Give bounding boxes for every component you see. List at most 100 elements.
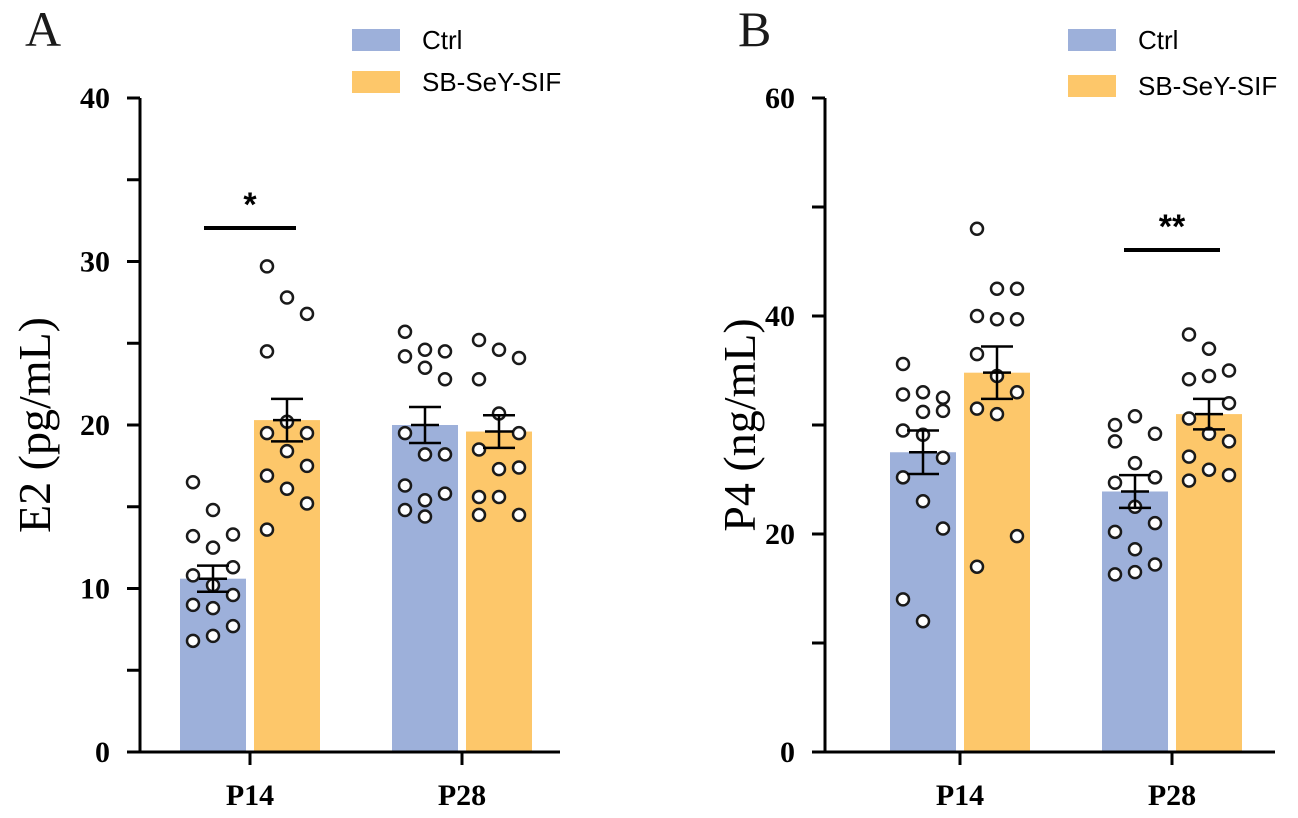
data-point	[225, 618, 241, 634]
data-point	[1127, 564, 1143, 580]
data-point	[397, 324, 413, 340]
legend-item-ctrl: Ctrl	[352, 25, 462, 55]
data-point	[417, 447, 433, 462]
data-point	[259, 344, 275, 359]
data-point	[279, 443, 295, 459]
x-tick-label-p28: P28	[1148, 779, 1196, 812]
legend-swatch	[352, 71, 400, 93]
data-point	[205, 540, 221, 555]
data-point	[259, 468, 275, 483]
data-point	[437, 447, 453, 462]
legend-swatch	[1068, 75, 1116, 97]
data-point	[1107, 434, 1123, 449]
data-point	[511, 507, 527, 523]
legend-swatch	[1068, 29, 1116, 51]
significance-label: *	[243, 186, 257, 224]
y-tick-label: 30	[80, 246, 110, 279]
data-point	[1107, 567, 1123, 582]
data-point	[915, 494, 931, 509]
error-bar	[907, 429, 939, 476]
panel-b: B P4 (ng/mL) 0 20 40 60 P14 P28 Ctrl SB-SeY-SIF **	[714, 1, 1277, 812]
data-point	[299, 306, 315, 322]
data-point	[491, 342, 507, 358]
data-point	[417, 342, 433, 358]
data-point	[1127, 542, 1143, 557]
y-axis-label: E2 (pg/mL)	[9, 317, 60, 533]
data-point	[1181, 327, 1197, 342]
data-point	[397, 502, 413, 518]
y-tick-label: 20	[765, 518, 795, 551]
data-point	[935, 521, 951, 536]
data-point	[895, 470, 911, 485]
data-point	[471, 332, 487, 348]
y-tick-label: 40	[80, 82, 110, 115]
significance-label: **	[1159, 208, 1186, 246]
legend-item-sb-sey-sif: SB-SeY-SIF	[352, 67, 561, 97]
data-point	[1221, 395, 1237, 411]
x-tick-label-p14: P14	[936, 779, 984, 812]
data-point	[895, 387, 911, 402]
data-point	[259, 522, 275, 537]
data-point	[417, 360, 433, 376]
error-bar	[271, 397, 303, 443]
error-bar	[981, 345, 1013, 401]
data-point	[969, 401, 985, 416]
data-point	[397, 478, 413, 493]
data-point	[437, 486, 453, 501]
data-point	[1147, 426, 1163, 441]
x-tick-label-p14: P14	[226, 779, 274, 812]
data-point	[989, 312, 1005, 327]
error-bar	[197, 564, 229, 594]
data-point	[915, 404, 931, 420]
data-point	[417, 509, 433, 524]
data-point	[205, 628, 221, 644]
data-point	[397, 349, 413, 364]
data-point	[1201, 341, 1217, 356]
legend-label: Ctrl	[422, 25, 462, 55]
data-point	[935, 403, 951, 419]
legend-label: SB-SeY-SIF	[1138, 71, 1277, 101]
data-point	[1127, 455, 1143, 471]
data-point	[1147, 515, 1163, 531]
data-point	[1009, 281, 1025, 296]
legend-swatch	[352, 29, 400, 51]
data-point	[915, 613, 931, 629]
data-point	[279, 481, 295, 497]
panel-letter: B	[738, 1, 771, 57]
legend-item-sb-sey-sif: SB-SeY-SIF	[1068, 71, 1277, 101]
data-point	[969, 346, 985, 362]
error-bar	[1119, 473, 1151, 510]
data-point	[417, 492, 433, 508]
data-point	[259, 425, 275, 441]
data-point	[299, 425, 315, 441]
legend-label: Ctrl	[1138, 25, 1178, 55]
data-point	[185, 568, 201, 583]
data-point	[895, 592, 911, 607]
data-point	[491, 461, 507, 477]
data-point	[397, 425, 413, 441]
data-point	[471, 489, 487, 505]
data-point	[185, 474, 201, 490]
data-point	[1221, 434, 1237, 449]
y-tick-label: 10	[80, 573, 110, 606]
data-point	[1147, 557, 1163, 572]
data-point	[935, 390, 951, 405]
data-point	[895, 356, 911, 372]
data-point	[225, 527, 241, 542]
y-tick-label: 20	[80, 409, 110, 442]
data-point	[471, 507, 487, 523]
data-point	[279, 290, 295, 305]
data-point	[1107, 475, 1123, 491]
data-point	[969, 221, 985, 237]
legend-label: SB-SeY-SIF	[422, 67, 561, 97]
data-point	[1009, 312, 1025, 327]
data-point	[225, 587, 241, 603]
y-tick-label: 0	[780, 736, 795, 769]
data-point	[511, 460, 527, 475]
data-point	[471, 371, 487, 387]
data-point	[1107, 524, 1123, 540]
data-point	[1009, 528, 1025, 544]
error-bar	[1193, 397, 1225, 431]
panel-letter: A	[25, 1, 61, 57]
